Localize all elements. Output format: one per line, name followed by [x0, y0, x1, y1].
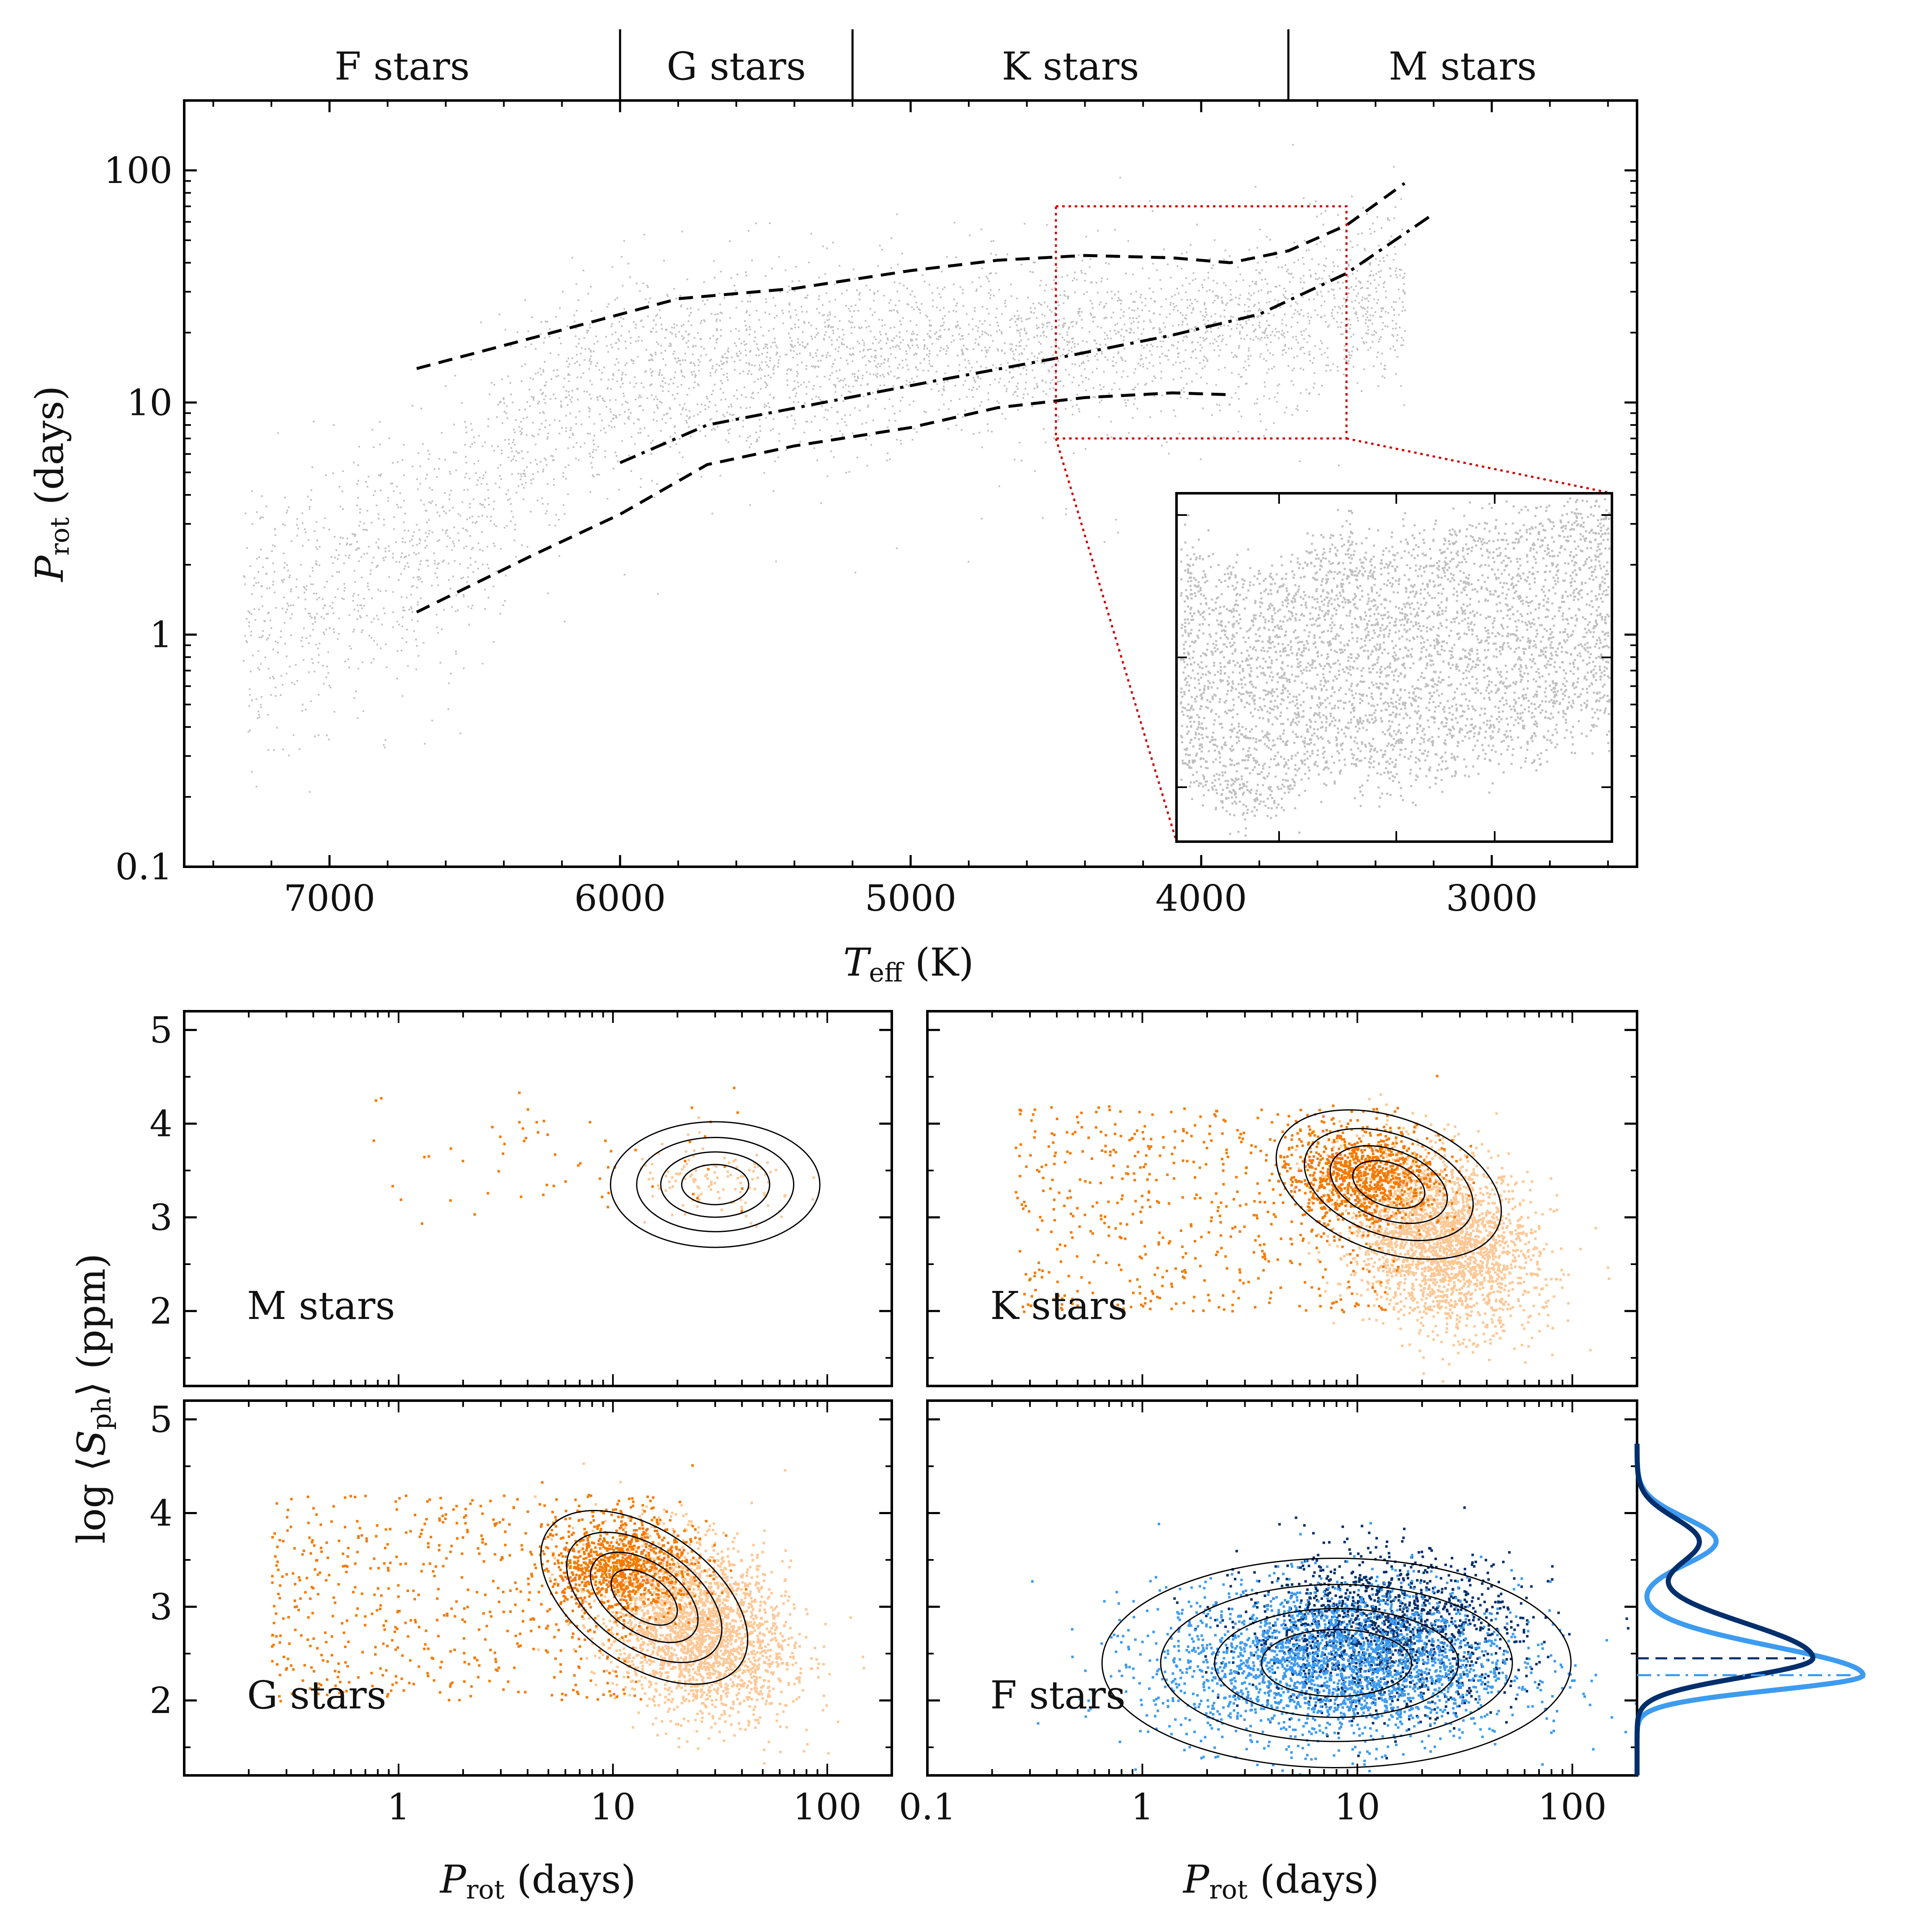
spectral-type-label: F stars [335, 44, 470, 89]
density-contour [1160, 1584, 1513, 1742]
panel-label: G stars [247, 1673, 386, 1718]
panel-f-stars: 0.1 1 10 100 F stars [899, 1399, 1638, 1828]
density-contour [1261, 1629, 1412, 1697]
main-panel: 7000 6000 5000 4000 3000 0.1 1 10 100 F stars G s… [27, 29, 1638, 988]
xtick-label: 0.1 [899, 1786, 956, 1828]
xtick-label: 10 [1334, 1786, 1380, 1828]
spectral-type-label: G stars [667, 44, 806, 89]
main-xtick-label: 4000 [1156, 878, 1247, 920]
ytick-label: 2 [149, 1291, 172, 1332]
scatter-dark-series [1014, 1074, 1475, 1314]
main-axis-ticks: 7000 6000 5000 4000 3000 0.1 1 10 100 [104, 100, 1637, 920]
panel-m-stars: 2 3 4 5 M stars [149, 1010, 893, 1387]
zoom-region [1055, 205, 1612, 842]
xtick-label: 100 [1538, 1786, 1606, 1828]
ytick-label: 3 [149, 1586, 172, 1628]
ytick-label: 5 [149, 1010, 172, 1051]
density-contour [1303, 1128, 1474, 1242]
scatter-light-series [1290, 1093, 1611, 1383]
main-ytick-label: 10 [127, 382, 172, 424]
density-contour [1329, 1145, 1448, 1224]
bottom-right-xlabel: Prot (days) [1182, 1857, 1379, 1905]
inset-scatter-cloud [1180, 497, 1611, 837]
curve-mode [619, 212, 1435, 464]
density-contour [610, 1121, 821, 1248]
inset-scatter-points [1180, 497, 1611, 837]
zoom-box [1055, 205, 1348, 440]
panel-frame [183, 1399, 893, 1777]
main-xlabel: Teff (K) [843, 940, 974, 988]
main-ytick-label: 0.1 [115, 846, 172, 888]
scatter-light-series [534, 1462, 865, 1765]
panel-frame [926, 1010, 1638, 1387]
ytick-label: 4 [149, 1493, 172, 1535]
panel-g-stars: 1 10 100 2 3 4 5 G stars [149, 1399, 893, 1828]
f-stars-marginal-distribution [1635, 1443, 1866, 1775]
marginal-dark-curve [1635, 1443, 1815, 1775]
marginal-light-curve [1635, 1443, 1866, 1775]
density-contour [566, 1531, 723, 1663]
xtick-label: 1 [387, 1786, 410, 1828]
density-contour [1275, 1109, 1502, 1260]
bottom-ylabel: log ⟨Sph⟩ (ppm) [69, 1253, 117, 1543]
panel-k-stars: K stars [926, 1010, 1638, 1387]
main-scatter-cloud [243, 144, 1406, 793]
panel-label: K stars [990, 1283, 1128, 1328]
xtick-label: 10 [590, 1786, 636, 1828]
ytick-label: 4 [149, 1103, 172, 1145]
panel-label: F stars [990, 1673, 1125, 1718]
panel-label: M stars [247, 1283, 395, 1328]
density-contour [660, 1151, 770, 1218]
main-xtick-label: 6000 [574, 878, 666, 920]
main-xtick-label: 7000 [284, 878, 376, 920]
density-contour [1352, 1160, 1426, 1209]
bottom-left-xlabel: Prot (days) [439, 1857, 636, 1905]
density-contour [590, 1551, 699, 1643]
panel-frame [926, 1399, 1638, 1777]
density-contour [1101, 1558, 1572, 1768]
curve-upper-envelope [416, 182, 1406, 370]
inset-frame [1175, 492, 1613, 843]
ytick-label: 2 [149, 1680, 172, 1722]
scatter-light-series [639, 1116, 815, 1228]
density-contour [610, 1569, 678, 1626]
main-xtick-label: 3000 [1446, 878, 1538, 920]
density-contour [1214, 1608, 1459, 1718]
density-contour [681, 1164, 749, 1206]
zoom-connector-right [1346, 437, 1612, 495]
spectral-type-bar: F stars G stars K stars M stars [335, 29, 1537, 100]
main-scatter-points [243, 144, 1406, 793]
inset-panel [1175, 492, 1613, 843]
density-contour [636, 1136, 795, 1232]
main-xtick-label: 5000 [865, 878, 957, 920]
inset-ticks [1176, 493, 1612, 842]
density-contour [540, 1510, 749, 1685]
main-ylabel: Prot (days) [27, 386, 75, 582]
zoom-connector-left [1055, 438, 1178, 842]
main-ytick-label: 100 [104, 150, 172, 192]
main-ytick-label: 1 [149, 614, 172, 656]
xtick-label: 1 [1131, 1786, 1154, 1828]
spectral-type-label: M stars [1389, 44, 1537, 89]
scatter-light-series [1031, 1522, 1637, 1775]
ytick-label: 5 [149, 1399, 172, 1441]
xtick-label: 100 [793, 1786, 862, 1828]
panel-frame [183, 1010, 893, 1387]
ytick-label: 3 [149, 1197, 172, 1239]
curve-lower-envelope [416, 391, 1231, 614]
spectral-type-label: K stars [1002, 44, 1139, 89]
